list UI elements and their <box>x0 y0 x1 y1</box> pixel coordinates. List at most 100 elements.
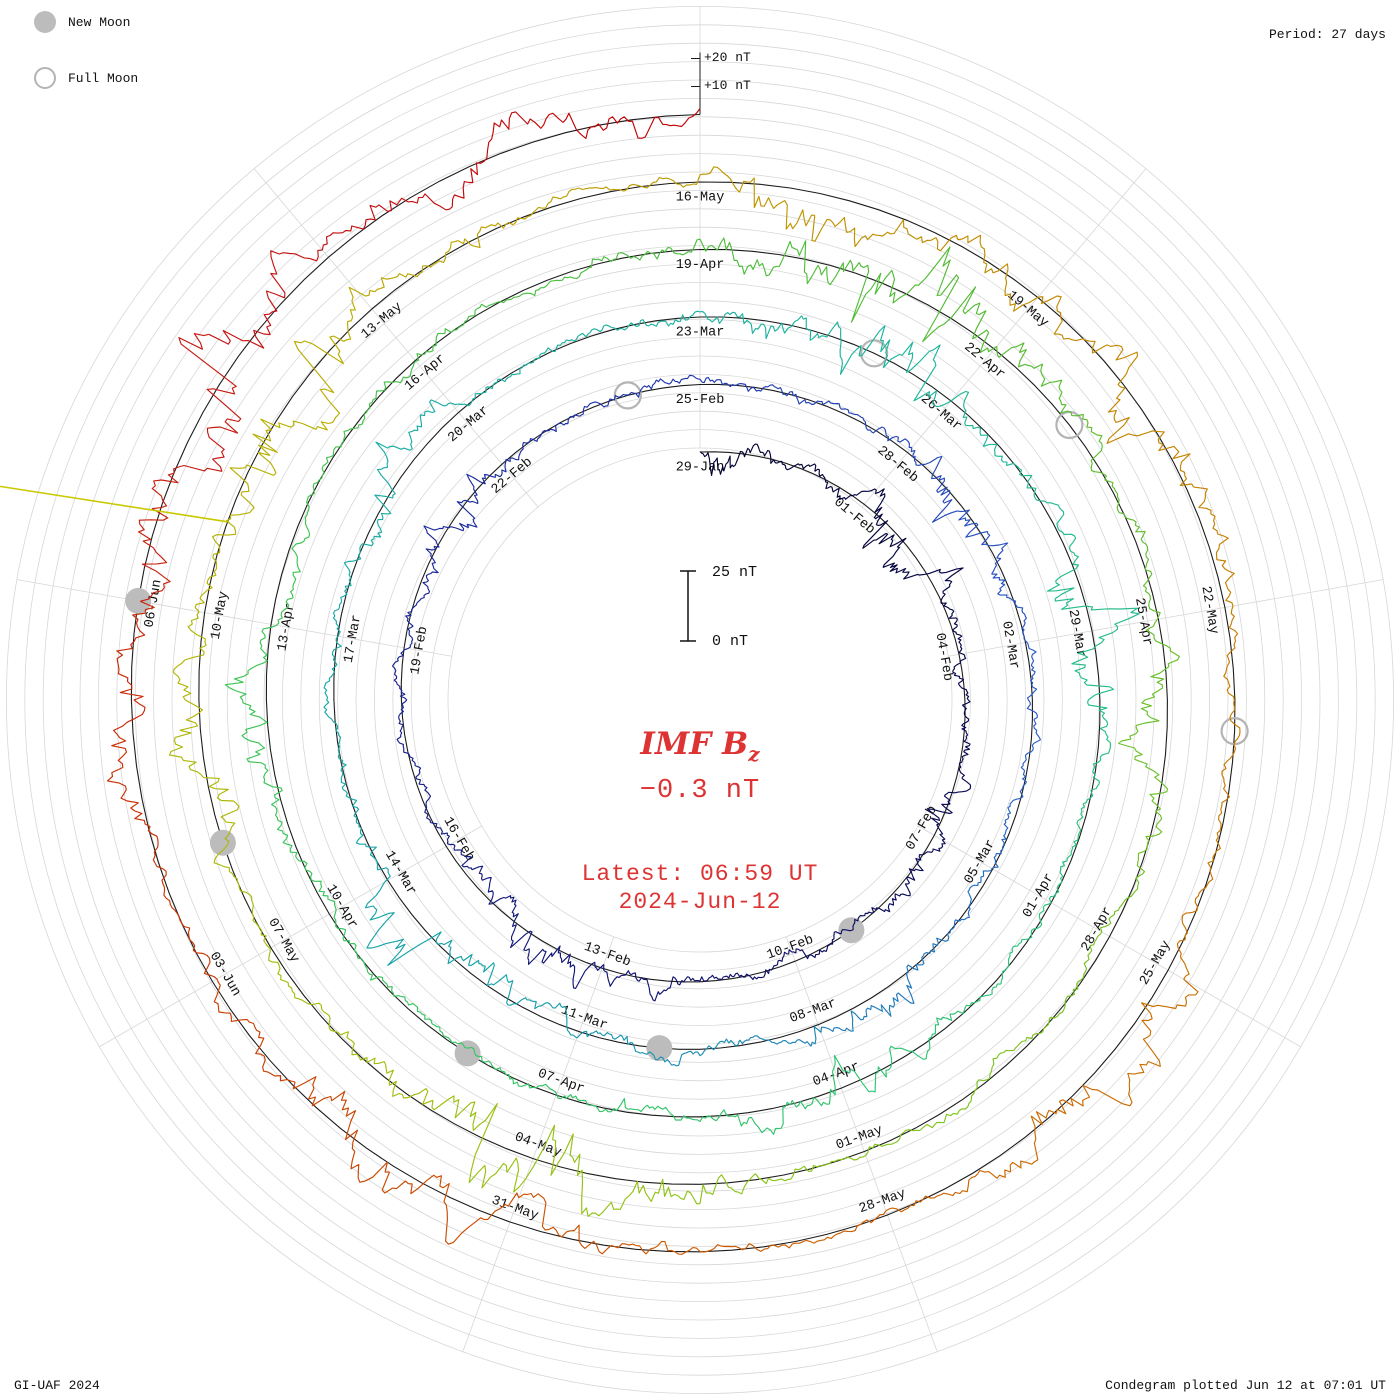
bz-trace-day <box>1099 835 1155 933</box>
bz-trace-day <box>213 978 296 1083</box>
bz-trace-day <box>450 362 531 407</box>
bz-trace-day <box>940 593 963 655</box>
bz-trace-day <box>814 468 877 500</box>
bz-trace-day <box>194 507 255 613</box>
legend-label-full-moon: Full Moon <box>68 71 139 86</box>
date-label: 22-Apr <box>961 340 1008 383</box>
bz-trace-day <box>926 777 972 841</box>
scale-label-top: 25 nT <box>712 564 758 581</box>
date-label: 22-Feb <box>489 455 536 498</box>
bz-trace-day <box>1009 1084 1131 1173</box>
date-label: 07-Feb <box>904 804 941 854</box>
bz-trace-day <box>241 725 283 826</box>
bz-trace-day <box>880 339 951 408</box>
bz-trace-day <box>229 418 329 509</box>
scale-bar-glyph <box>680 570 696 642</box>
bz-trace-day <box>1019 719 1041 797</box>
date-label: 08-Mar <box>788 996 839 1027</box>
bz-trace-day <box>173 333 242 474</box>
date-label: 28-May <box>857 1187 908 1218</box>
bz-trace-day <box>359 466 396 554</box>
scale-label-bottom: 0 nT <box>712 633 749 650</box>
artifact-spike <box>0 485 228 523</box>
bz-trace-day <box>862 488 907 557</box>
bz-trace-day <box>636 1240 765 1255</box>
full-moon-icon <box>34 67 56 89</box>
bz-trace-day <box>1106 386 1195 488</box>
bz-trace-day <box>506 987 578 1039</box>
bz-trace-day <box>530 324 613 364</box>
bz-trace-day <box>787 315 886 375</box>
date-label: 01-Feb <box>830 495 877 538</box>
bz-trace-day <box>504 422 562 468</box>
date-label: 19-Feb <box>408 625 431 675</box>
chart-title: IMF Bz <box>500 726 900 766</box>
bz-trace-day <box>154 862 218 980</box>
bz-trace-day <box>1000 902 1052 985</box>
bz-trace-day <box>418 783 450 846</box>
bz-trace-day <box>356 238 473 297</box>
date-label: 10-Feb <box>765 933 816 964</box>
date-label: 31-May <box>489 1194 540 1225</box>
bz-trace-day <box>375 399 451 468</box>
bz-trace-day <box>456 467 507 528</box>
bz-trace-day <box>1127 978 1199 1107</box>
bz-trace-day <box>364 881 442 966</box>
bz-trace-day <box>991 573 1028 643</box>
bz-trace-day <box>471 187 579 248</box>
moon-markers <box>125 339 1249 1067</box>
bz-trace-day <box>845 408 912 449</box>
bz-trace-day <box>1037 295 1138 388</box>
bz-trace-day <box>611 310 701 331</box>
bz-trace-day <box>895 933 950 1004</box>
bz-trace-day <box>518 1192 637 1255</box>
bz-trace-day <box>321 193 453 251</box>
bz-trace-day <box>851 893 908 931</box>
new-moon-icon <box>34 11 56 33</box>
bz-trace-day <box>865 1106 969 1156</box>
bz-trace-day <box>996 342 1084 417</box>
credit-label: GI-UAF 2024 <box>14 1378 100 1393</box>
bz-trace-day <box>732 949 793 981</box>
bz-trace-day <box>820 997 899 1033</box>
date-label: 25-Apr <box>1131 597 1154 647</box>
bz-trace-day <box>1176 853 1216 980</box>
bz-trace-day <box>1223 605 1241 732</box>
bz-trace-day <box>292 1076 390 1183</box>
bz-trace-day <box>323 635 342 722</box>
date-label: 04-Feb <box>932 632 955 682</box>
plus20nt-label: +20 nT <box>704 50 751 65</box>
bz-trace-day <box>803 256 904 323</box>
bz-trace-day <box>560 393 628 426</box>
bz-trace-day <box>1015 464 1077 539</box>
new-moon-marker <box>646 1035 673 1062</box>
bz-trace-day <box>293 286 358 425</box>
date-label: 26-Mar <box>917 392 964 435</box>
bz-trace-day <box>396 717 422 785</box>
legend-label-new-moon: New Moon <box>68 15 131 30</box>
date-label: 13-Apr <box>275 602 298 652</box>
end-scale-axis <box>691 52 701 115</box>
bz-trace-day <box>657 1038 741 1067</box>
date-label: 07-Apr <box>536 1067 587 1098</box>
bz-trace-day <box>556 1093 653 1113</box>
date-label: 14-Mar <box>381 849 418 899</box>
bz-trace-day <box>471 1046 558 1095</box>
bz-trace-day <box>951 509 1009 575</box>
bz-trace-day <box>739 1026 822 1047</box>
bz-trace-day <box>488 895 533 961</box>
bz-trace-day <box>665 973 733 992</box>
bz-trace-day <box>699 310 789 340</box>
date-label: 25-Feb <box>676 393 725 408</box>
bz-trace-day <box>652 1105 750 1127</box>
bz-trace-day <box>1214 731 1241 855</box>
bz-trace-day <box>967 1026 1047 1108</box>
bz-trace-day <box>137 472 179 602</box>
bz-trace-day <box>1045 931 1103 1028</box>
bz-trace-day <box>758 449 817 472</box>
date-label: 19-Apr <box>676 258 725 273</box>
bz-trace-day <box>276 531 311 626</box>
bz-trace-day <box>952 653 971 716</box>
bz-trace-day <box>169 729 240 842</box>
